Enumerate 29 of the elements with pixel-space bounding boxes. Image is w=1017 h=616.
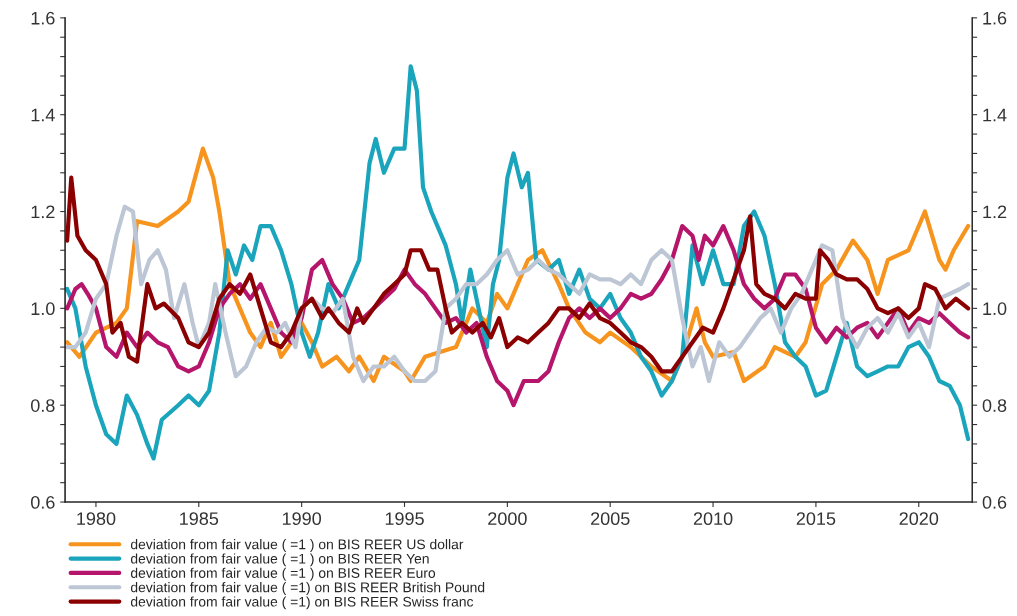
y-tick-label: 0.8 — [30, 399, 55, 412]
x-tick-label: 2000 — [488, 512, 527, 526]
legend-label: deviation from fair value ( =1) on BIS REER Swiss franc — [130, 596, 474, 610]
y2-tick-label: 1.2 — [983, 205, 1007, 219]
x-tick-label: 1980 — [77, 512, 116, 526]
x-tick-label: 1990 — [282, 512, 322, 526]
x-tick-label: 1985 — [180, 512, 219, 526]
x-tick-label: 2020 — [899, 512, 939, 526]
y2-tick-label: 0.8 — [982, 399, 1007, 412]
x-tick-label: 2005 — [591, 512, 630, 526]
line-series — [65, 64, 971, 461]
y2-tick-label: 0.6 — [982, 495, 1007, 509]
x-tick-label: 2010 — [693, 512, 733, 526]
y-tick-label: 1.4 — [31, 108, 55, 122]
x-tick-label: 1995 — [385, 512, 424, 526]
legend-label: deviation from fair value ( =1 ) on BIS REER US dollar — [130, 539, 464, 553]
line-series — [65, 204, 971, 384]
y2-tick-label: 1.0 — [983, 302, 1007, 316]
x-tick-label: 2015 — [796, 512, 836, 526]
y2-tick-label: 1.6 — [983, 11, 1007, 25]
y-tick-label: 0.6 — [30, 495, 55, 509]
y-tick-label: 1.2 — [31, 205, 55, 219]
line-series — [65, 175, 971, 374]
legend-label: deviation from fair value ( =1 ) on BIS REER Yen — [130, 553, 429, 567]
y2-tick-label: 1.4 — [983, 108, 1007, 122]
legend-label: deviation from fair value ( =1 ) on BIS REER Euro — [130, 567, 436, 581]
legend-label: deviation from fair value ( =1) on BIS REER British Pound — [130, 582, 485, 596]
y-tick-label: 1.6 — [31, 11, 55, 25]
y-tick-label: 1.0 — [31, 302, 55, 316]
